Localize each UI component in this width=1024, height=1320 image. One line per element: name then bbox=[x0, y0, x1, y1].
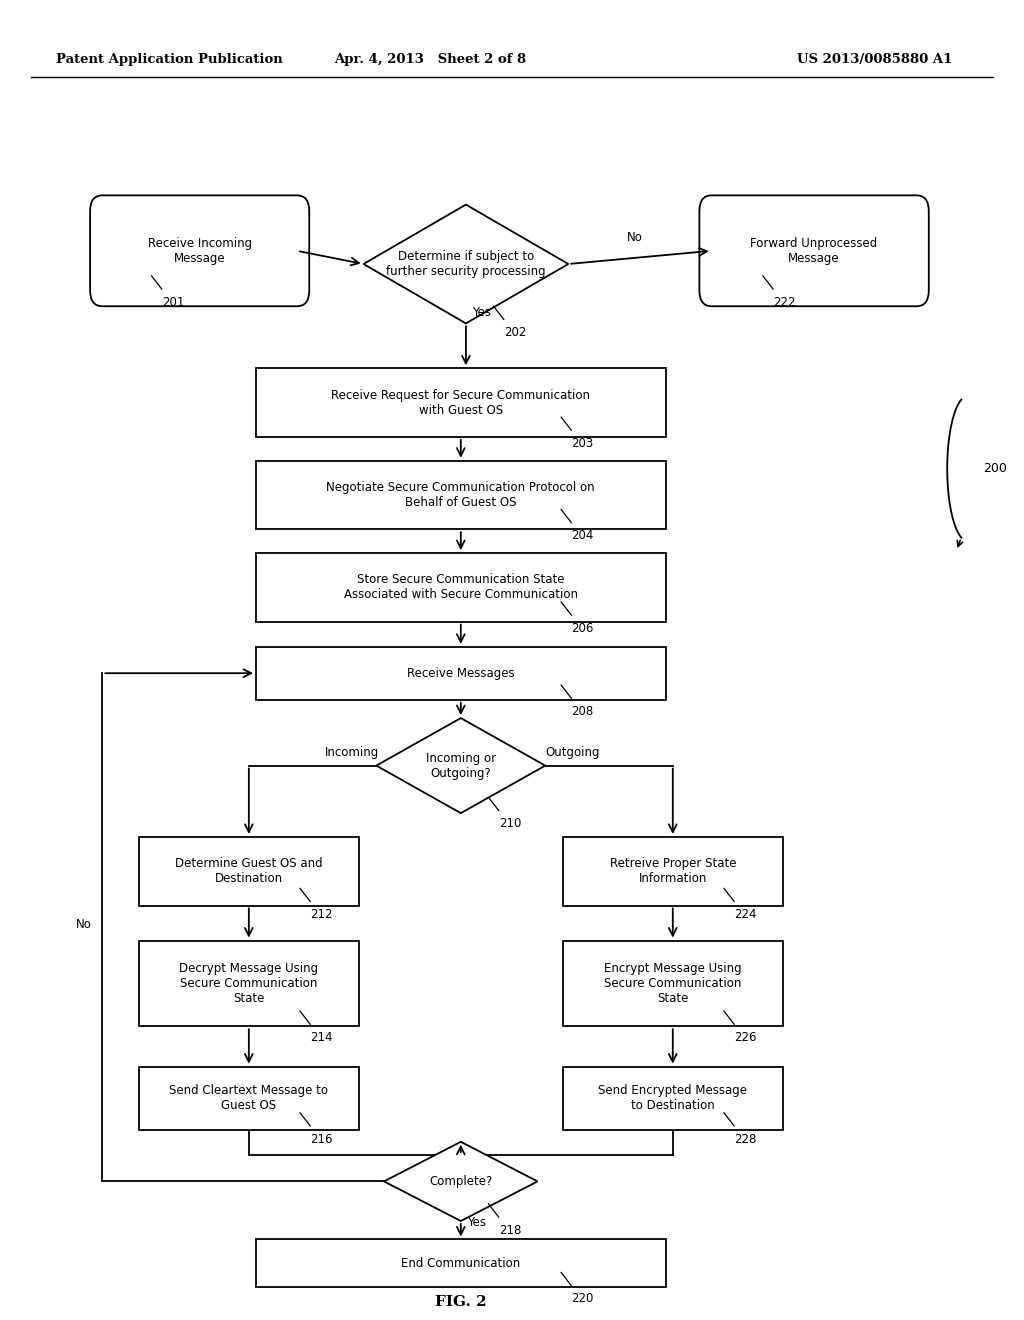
Text: Yes: Yes bbox=[467, 1216, 486, 1229]
Text: 201: 201 bbox=[162, 296, 184, 309]
Text: 212: 212 bbox=[310, 908, 333, 921]
Text: 200: 200 bbox=[983, 462, 1007, 475]
Text: 208: 208 bbox=[571, 705, 594, 718]
Text: Encrypt Message Using
Secure Communication
State: Encrypt Message Using Secure Communicati… bbox=[604, 962, 741, 1005]
Text: Forward Unprocessed
Message: Forward Unprocessed Message bbox=[751, 236, 878, 265]
FancyBboxPatch shape bbox=[256, 1239, 666, 1287]
Text: Incoming or
Outgoing?: Incoming or Outgoing? bbox=[426, 751, 496, 780]
Text: Yes: Yes bbox=[472, 306, 492, 319]
Text: Outgoing: Outgoing bbox=[546, 746, 600, 759]
Text: 228: 228 bbox=[734, 1133, 757, 1146]
Text: Retreive Proper State
Information: Retreive Proper State Information bbox=[609, 857, 736, 886]
FancyBboxPatch shape bbox=[90, 195, 309, 306]
Text: Negotiate Secure Communication Protocol on
Behalf of Guest OS: Negotiate Secure Communication Protocol … bbox=[327, 480, 595, 510]
Text: Determine Guest OS and
Destination: Determine Guest OS and Destination bbox=[175, 857, 323, 886]
Text: 220: 220 bbox=[571, 1292, 594, 1305]
Text: Send Cleartext Message to
Guest OS: Send Cleartext Message to Guest OS bbox=[169, 1084, 329, 1113]
Polygon shape bbox=[384, 1142, 538, 1221]
Text: 206: 206 bbox=[571, 622, 594, 635]
Text: 204: 204 bbox=[571, 529, 594, 543]
Text: Complete?: Complete? bbox=[429, 1175, 493, 1188]
Text: 214: 214 bbox=[310, 1031, 333, 1044]
FancyBboxPatch shape bbox=[256, 647, 666, 700]
Text: 226: 226 bbox=[734, 1031, 757, 1044]
Text: 218: 218 bbox=[499, 1224, 521, 1237]
Text: No: No bbox=[627, 231, 643, 244]
Text: Send Encrypted Message
to Destination: Send Encrypted Message to Destination bbox=[598, 1084, 748, 1113]
Text: Decrypt Message Using
Secure Communication
State: Decrypt Message Using Secure Communicati… bbox=[179, 962, 318, 1005]
Text: Receive Request for Secure Communication
with Guest OS: Receive Request for Secure Communication… bbox=[332, 388, 590, 417]
FancyBboxPatch shape bbox=[256, 553, 666, 622]
Text: 216: 216 bbox=[310, 1133, 333, 1146]
FancyBboxPatch shape bbox=[139, 837, 359, 906]
FancyBboxPatch shape bbox=[139, 940, 359, 1027]
FancyBboxPatch shape bbox=[563, 940, 782, 1027]
Text: No: No bbox=[76, 917, 92, 931]
Text: 210: 210 bbox=[499, 817, 521, 830]
Text: 203: 203 bbox=[571, 437, 594, 450]
FancyBboxPatch shape bbox=[563, 837, 782, 906]
Text: 222: 222 bbox=[773, 296, 796, 309]
Text: US 2013/0085880 A1: US 2013/0085880 A1 bbox=[797, 53, 952, 66]
Polygon shape bbox=[377, 718, 545, 813]
Text: Receive Incoming
Message: Receive Incoming Message bbox=[147, 236, 252, 265]
FancyBboxPatch shape bbox=[699, 195, 929, 306]
FancyBboxPatch shape bbox=[563, 1067, 782, 1130]
Text: FIG. 2: FIG. 2 bbox=[435, 1295, 486, 1309]
FancyBboxPatch shape bbox=[256, 368, 666, 437]
FancyBboxPatch shape bbox=[256, 461, 666, 529]
Text: 202: 202 bbox=[504, 326, 526, 339]
Text: Incoming: Incoming bbox=[325, 746, 379, 759]
Text: Receive Messages: Receive Messages bbox=[407, 667, 515, 680]
FancyBboxPatch shape bbox=[139, 1067, 359, 1130]
Text: End Communication: End Communication bbox=[401, 1257, 520, 1270]
Text: Apr. 4, 2013   Sheet 2 of 8: Apr. 4, 2013 Sheet 2 of 8 bbox=[334, 53, 526, 66]
Text: Patent Application Publication: Patent Application Publication bbox=[56, 53, 283, 66]
Text: Store Secure Communication State
Associated with Secure Communication: Store Secure Communication State Associa… bbox=[344, 573, 578, 602]
Polygon shape bbox=[364, 205, 568, 323]
Text: 224: 224 bbox=[734, 908, 757, 921]
Text: Determine if subject to
further security processing: Determine if subject to further security… bbox=[386, 249, 546, 279]
